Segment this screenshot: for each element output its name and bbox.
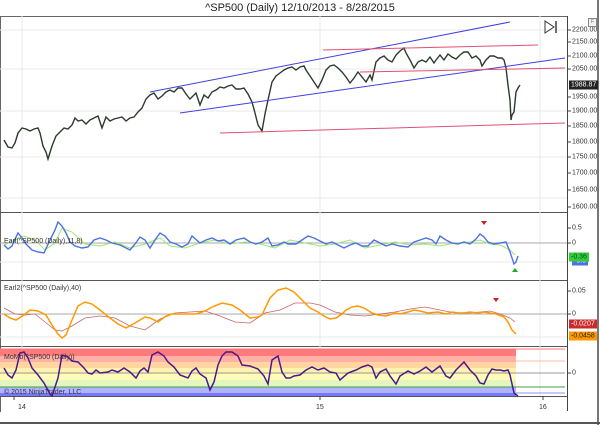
earl2-panel bbox=[0, 287, 567, 339]
y-tick-label: 0 bbox=[572, 369, 576, 377]
y-axis-line bbox=[567, 16, 568, 411]
y-tick-label: 0 bbox=[572, 310, 576, 318]
y-tick-label: 1800.00 bbox=[572, 138, 598, 146]
panel-menu-button[interactable]: F bbox=[588, 18, 597, 27]
x-tick-label: 16 bbox=[539, 404, 547, 411]
window-border-bottom bbox=[0, 422, 600, 424]
y-tick-label: 0 bbox=[572, 239, 576, 247]
skip-to-end-icon bbox=[544, 20, 557, 34]
y-tick-label: 2050.00 bbox=[572, 65, 598, 73]
y-tick-label: 1950.00 bbox=[572, 93, 598, 101]
x-tick-label: 15 bbox=[316, 404, 324, 411]
y-tick-label: 1650.00 bbox=[572, 186, 598, 194]
y-tick-label: 1750.00 bbox=[572, 153, 598, 161]
sell-signal-icon bbox=[481, 221, 487, 225]
panel-separator[interactable] bbox=[0, 212, 567, 213]
panel-label-earl2: Earl2(^SP500 (Daily),40) bbox=[4, 285, 82, 292]
y-tick-label: 1900.00 bbox=[572, 107, 598, 115]
y-tick-label: 0.5 bbox=[572, 224, 582, 232]
last-price-flag: 1988.87 bbox=[569, 80, 599, 90]
y-tick-label: 1600.00 bbox=[572, 203, 598, 211]
earl-value-flag-1: -0.36 bbox=[569, 252, 589, 262]
copyright-text: © 2015 NinjaTrader, LLC bbox=[4, 389, 82, 396]
scroll-to-end-button[interactable] bbox=[544, 20, 558, 34]
y-tick-label: 1700.00 bbox=[572, 169, 598, 177]
earl2-value-flag-1: -0.0207 bbox=[569, 319, 597, 329]
panel-separator[interactable] bbox=[0, 280, 567, 281]
chart-title: ^SP500 (Daily) 12/10/2013 - 8/28/2015 bbox=[205, 2, 395, 14]
y-tick-label: 2200.00 bbox=[572, 26, 598, 34]
buy-signal-icon bbox=[512, 268, 518, 272]
panel-separator[interactable] bbox=[0, 396, 567, 397]
y-tick-label: 1850.00 bbox=[572, 122, 598, 130]
earl-panel bbox=[0, 220, 567, 272]
panel-label-earl: Earl(^SP500 (Daily),11,8) bbox=[4, 238, 83, 245]
momo-bands bbox=[0, 348, 565, 398]
trendlines bbox=[149, 21, 566, 134]
y-tick-label: 2100.00 bbox=[572, 52, 598, 60]
sell-signal-icon bbox=[493, 298, 499, 302]
chart-frame bbox=[0, 16, 568, 412]
panel-separator[interactable] bbox=[0, 346, 567, 347]
price-candles bbox=[3, 46, 521, 162]
x-tick-label: 14 bbox=[18, 404, 26, 411]
window-border-right bbox=[597, 0, 599, 425]
y-tick-label: 0.05 bbox=[572, 287, 586, 295]
y-tick-label: 2150.00 bbox=[572, 38, 598, 46]
earl2-value-flag-2: -0.0458 bbox=[569, 331, 597, 341]
panel-label-momo: MoMo(^SP500 (Daily)) bbox=[4, 354, 75, 361]
